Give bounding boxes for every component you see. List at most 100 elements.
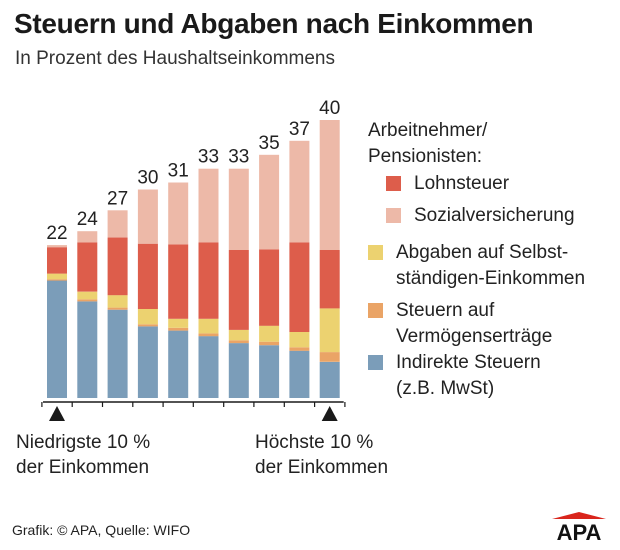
bar-segment-indirekt-6 — [198, 336, 219, 398]
legend-item-vermoegen: Steuern auf Vermögenserträge — [368, 298, 552, 350]
bar-segment-vermoegen-1 — [47, 279, 67, 281]
legend-label-indirekt-line2: (z.B. MwSt) — [396, 378, 495, 399]
bar-segment-abgaben-2 — [77, 291, 98, 300]
legend-group-heading-line1: Arbeitnehmer/ — [368, 120, 488, 141]
bar-segment-abgaben-9 — [289, 332, 310, 348]
total-labels-group: 22 24 27 30 31 33 33 35 37 40 — [46, 98, 340, 244]
bar-segment-vermoegen-8 — [259, 341, 280, 346]
left-marker-triangle-icon — [49, 406, 65, 421]
x-label-lowest-line1: Niedrigste 10 % — [16, 432, 151, 453]
source-credit: Grafik: © APA, Quelle: WIFO — [12, 522, 191, 538]
legend-label-abgaben: Abgaben auf Selbst- ständigen-Einkommen — [396, 240, 585, 292]
bars-group — [47, 120, 340, 398]
bar-segment-vermoegen-5 — [168, 327, 189, 331]
total-label-3: 27 — [107, 188, 128, 209]
bar-segment-lohnsteuer-8 — [259, 249, 280, 326]
bar-segment-indirekt-4 — [137, 326, 158, 398]
bar-segment-lohnsteuer-7 — [228, 250, 249, 330]
total-label-8: 35 — [259, 133, 280, 154]
legend-group-heading-line2: Pensionisten: — [368, 146, 483, 167]
legend-label-lohnsteuer: Lohnsteuer — [414, 173, 510, 194]
bar-segment-lohnsteuer-9 — [289, 242, 310, 332]
bar-segment-sozial-9 — [289, 140, 310, 243]
bar-segment-lohnsteuer-1 — [47, 247, 67, 274]
bar-segment-vermoegen-6 — [198, 333, 219, 337]
bar-segment-abgaben-7 — [228, 329, 249, 341]
bar-segment-lohnsteuer-4 — [137, 243, 158, 309]
legend-swatch-vermoegen — [368, 303, 383, 318]
legend-item-abgaben: Abgaben auf Selbst- ständigen-Einkommen — [368, 240, 585, 292]
bar-segment-indirekt-2 — [77, 301, 98, 398]
total-label-9: 37 — [289, 119, 310, 140]
bar-segment-vermoegen-2 — [77, 299, 98, 302]
total-label-5: 31 — [168, 161, 189, 182]
bar-segment-indirekt-5 — [168, 330, 189, 398]
legend: Arbeitnehmer/ Pensionisten: Lohnsteuer S… — [368, 118, 585, 399]
right-marker-triangle-icon — [321, 406, 338, 421]
bar-segment-sozial-5 — [168, 182, 189, 245]
legend-label-abgaben-line1: Abgaben auf Selbst- — [396, 242, 569, 263]
x-label-lowest: Niedrigste 10 % der Einkommen — [16, 430, 150, 480]
bar-segment-vermoegen-7 — [228, 340, 249, 344]
legend-swatch-sozialversicherung — [386, 208, 401, 223]
legend-swatch-indirekt — [368, 355, 383, 370]
bar-segment-lohnsteuer-3 — [107, 237, 128, 296]
bar-segment-abgaben-1 — [47, 273, 67, 280]
bar-segment-abgaben-3 — [107, 295, 128, 308]
bar-segment-vermoegen-9 — [289, 347, 310, 351]
total-label-1: 22 — [46, 223, 67, 244]
bar-segment-lohnsteuer-10 — [319, 250, 340, 309]
bar-segment-abgaben-6 — [198, 318, 219, 334]
bar-segment-lohnsteuer-5 — [168, 244, 189, 319]
total-label-6: 33 — [198, 147, 219, 168]
bar-segment-sozial-1 — [47, 245, 67, 248]
bar-segment-vermoegen-10 — [319, 352, 340, 362]
bar-segment-sozial-7 — [228, 168, 249, 250]
x-label-highest-line1: Höchste 10 % — [255, 432, 374, 453]
legend-swatch-lohnsteuer — [386, 176, 401, 191]
legend-label-indirekt-line1: Indirekte Steuern — [396, 352, 541, 373]
bar-segment-indirekt-3 — [107, 309, 128, 398]
apa-logo-roof-icon — [552, 512, 606, 519]
total-label-4: 30 — [137, 168, 158, 189]
bar-segment-abgaben-10 — [319, 308, 340, 353]
bar-segment-vermoegen-3 — [107, 307, 128, 310]
bar-segment-indirekt-1 — [47, 280, 67, 398]
bar-segment-sozial-8 — [259, 154, 280, 250]
bar-segment-vermoegen-4 — [137, 324, 158, 327]
bar-segment-indirekt-9 — [289, 350, 310, 398]
x-label-highest: Höchste 10 % der Einkommen — [255, 430, 388, 480]
bar-segment-indirekt-8 — [259, 345, 280, 398]
legend-label-vermoegen: Steuern auf Vermögenserträge — [396, 298, 552, 350]
chart-title: Steuern und Abgaben nach Einkommen — [14, 8, 534, 39]
legend-swatch-abgaben — [368, 245, 383, 260]
legend-label-sozialversicherung: Sozialversicherung — [414, 205, 575, 226]
bar-segment-indirekt-10 — [319, 361, 340, 398]
total-label-10: 40 — [319, 98, 340, 119]
bar-segment-sozial-2 — [77, 231, 98, 243]
legend-item-sozialversicherung: Sozialversicherung — [386, 203, 575, 229]
total-label-7: 33 — [228, 147, 249, 168]
legend-label-vermoegen-line1: Steuern auf — [396, 300, 495, 321]
legend-label-vermoegen-line2: Vermögenserträge — [396, 326, 553, 347]
legend-item-lohnsteuer: Lohnsteuer — [386, 171, 509, 197]
legend-label-indirekt: Indirekte Steuern (z.B. MwSt) — [396, 350, 541, 402]
bar-segment-sozial-4 — [137, 189, 158, 244]
legend-group-heading: Arbeitnehmer/ Pensionisten: — [368, 118, 487, 170]
apa-logo-text: APA — [557, 520, 602, 542]
bar-segment-abgaben-8 — [259, 325, 280, 342]
x-label-highest-line2: der Einkommen — [255, 457, 389, 478]
bar-segment-abgaben-4 — [137, 309, 158, 325]
apa-logo: APA — [552, 512, 606, 542]
x-label-lowest-line2: der Einkommen — [16, 457, 150, 478]
x-axis-ticks-group — [41, 402, 346, 407]
bar-segment-sozial-10 — [319, 120, 340, 250]
bar-segment-sozial-6 — [198, 168, 219, 243]
bar-segment-lohnsteuer-6 — [198, 242, 219, 319]
legend-item-indirekt: Indirekte Steuern (z.B. MwSt) — [368, 350, 541, 402]
legend-label-abgaben-line2: ständigen-Einkommen — [396, 268, 586, 289]
bar-segment-lohnsteuer-2 — [77, 242, 98, 292]
bar-segment-abgaben-5 — [168, 318, 189, 328]
chart-subtitle: In Prozent des Haushaltseinkommens — [15, 48, 335, 69]
